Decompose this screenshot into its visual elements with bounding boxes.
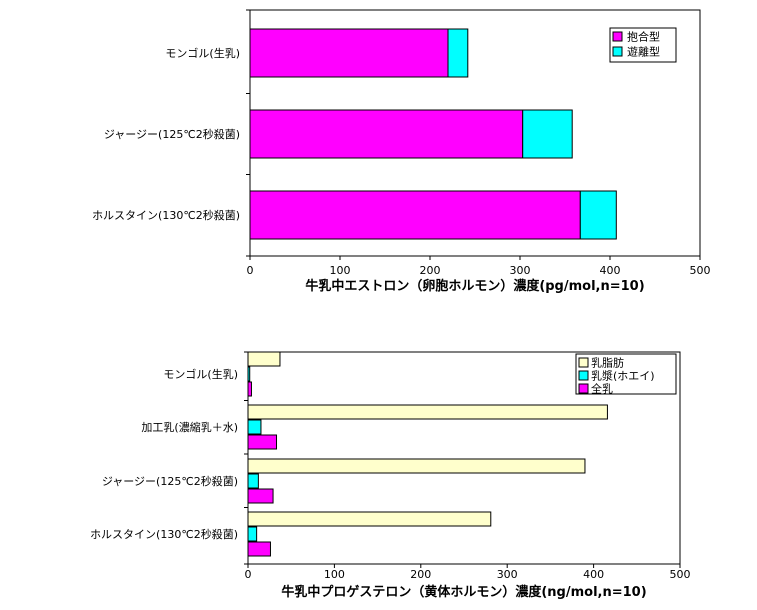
bar <box>247 473 259 489</box>
bar <box>247 381 252 397</box>
bar <box>247 366 251 382</box>
bar <box>247 404 608 420</box>
legend-swatch <box>578 383 589 394</box>
bar <box>247 526 258 542</box>
legend-label: 抱合型 <box>627 30 660 44</box>
bar <box>247 419 262 435</box>
x-tick-label: 500 <box>670 568 691 581</box>
bar <box>247 458 586 474</box>
x-tick-label: 400 <box>583 568 604 581</box>
legend-label: 全乳 <box>591 382 613 396</box>
x-tick-label: 100 <box>330 264 351 277</box>
category-label: ジャージー(125℃2秒殺菌) <box>104 127 240 141</box>
x-axis-label: 牛乳中プロゲステロン（黄体ホルモン）濃度(ng/mol,n=10) <box>281 584 646 600</box>
legend-box <box>575 353 677 395</box>
category-label: ジャージー(125℃2秒殺菌) <box>102 474 238 488</box>
x-tick-label: 100 <box>324 568 345 581</box>
legend-swatch <box>578 357 589 368</box>
category-label: ホルスタイン(130℃2秒殺菌) <box>92 208 240 222</box>
chart-1: 0 100 200 300 400 500 牛乳中エストロン（卵胞ホルモン）濃度(pg/mo… <box>92 9 711 294</box>
bar-segment <box>579 190 617 240</box>
bar-segment <box>249 28 449 78</box>
bar-segment <box>249 109 524 159</box>
bar <box>247 488 274 504</box>
bar <box>247 434 278 450</box>
bar <box>247 511 492 527</box>
legend-label: 遊離型 <box>627 45 660 59</box>
legend-label: 乳漿(ホエイ) <box>591 369 655 383</box>
x-tick-label: 500 <box>690 264 711 277</box>
x-axis-label: 牛乳中エストロン（卵胞ホルモン）濃度(pg/mol,n=10) <box>305 278 644 294</box>
category-label: モンゴル(生乳) <box>163 367 238 381</box>
bar-segment <box>249 190 581 240</box>
x-tick-label: 200 <box>420 264 441 277</box>
legend-swatch <box>612 31 623 42</box>
chart-2: 0 100 200 300 400 500 牛乳中プロゲステロン（黄体ホルモン）濃度(ng/… <box>90 351 691 600</box>
x-tick-label: 0 <box>247 264 254 277</box>
legend-swatch <box>612 46 623 57</box>
category-label: ホルスタイン(130℃2秒殺菌) <box>90 527 238 541</box>
x-tick-label: 300 <box>510 264 531 277</box>
bar-segment <box>447 28 469 78</box>
bar <box>247 541 271 557</box>
x-tick-label: 200 <box>410 568 431 581</box>
legend-label: 乳脂肪 <box>591 356 624 370</box>
x-tick-label: 400 <box>600 264 621 277</box>
bar-segment <box>522 109 573 159</box>
bar <box>247 351 281 367</box>
x-tick-label: 300 <box>497 568 518 581</box>
category-label: モンゴル(生乳) <box>165 46 240 60</box>
legend-swatch <box>578 370 589 381</box>
x-tick-label: 0 <box>245 568 252 581</box>
category-label: 加工乳(濃縮乳＋水) <box>141 420 238 434</box>
